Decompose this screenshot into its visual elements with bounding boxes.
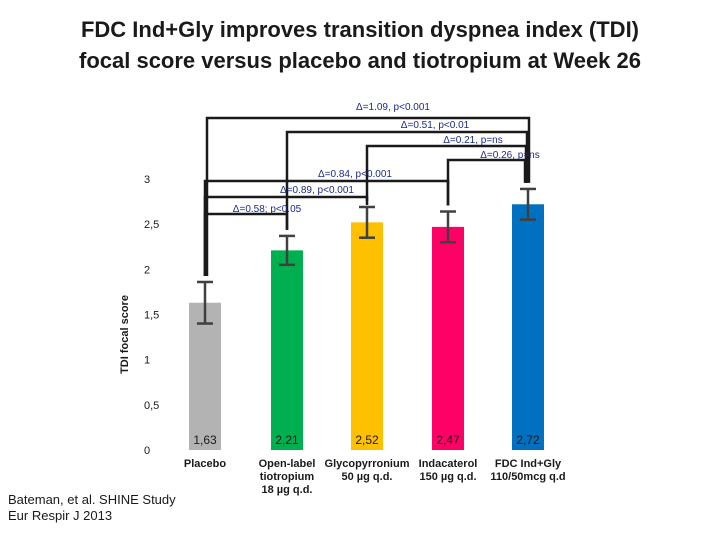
citation-line-1: Bateman, et al. SHINE Study	[8, 492, 176, 507]
category-label-tiotropium: tiotropium	[260, 471, 315, 483]
y-tick-label: 3	[144, 174, 150, 186]
title-line-2: focal score versus placebo and tiotropiu…	[79, 48, 641, 73]
category-label-placebo: Placebo	[184, 458, 226, 470]
comparison-label: Δ=0.89, p<0.001	[280, 185, 354, 196]
y-axis-title: TDI focal score	[119, 295, 131, 374]
comparison-label: Δ=0.21, p=ns	[443, 135, 503, 146]
citation-line-2: Eur Respir J 2013	[8, 508, 113, 523]
category-label-fdc: 110/50mcg q.d	[490, 471, 565, 483]
value-label-indacaterol: 2,47	[436, 433, 460, 447]
value-label-tiotropium: 2,21	[275, 433, 299, 447]
category-label-tiotropium: 18 µg q.d.	[262, 484, 313, 496]
y-tick-label: 2	[144, 264, 150, 276]
value-label-fdc: 2,72	[516, 433, 540, 447]
comparison-label: Δ=0.58; p<0.05	[233, 204, 302, 215]
bar-placebo	[189, 302, 221, 450]
comparison-bracket	[203, 212, 289, 276]
y-tick-label: 1	[144, 355, 150, 367]
slide-title: FDC Ind+Gly improves transition dyspnea …	[0, 14, 720, 76]
bar-tiotropium	[271, 250, 303, 450]
category-label-glycopyrronium: Glycopyrronium	[325, 458, 410, 470]
bar-fdc	[512, 204, 544, 450]
bar-indacaterol	[432, 226, 464, 450]
y-tick-label: 0,5	[144, 400, 159, 412]
citation-footnote: Bateman, et al. SHINE Study Eur Respir J…	[8, 492, 176, 524]
category-label-glycopyrronium: 50 µg q.d.	[342, 471, 393, 483]
y-tick-label: 0	[144, 445, 150, 457]
category-label-indacaterol: 150 µg q.d.	[419, 471, 476, 483]
y-tick-label: 2,5	[144, 219, 159, 231]
y-tick-label: 1,5	[144, 310, 159, 322]
comparison-bracket	[446, 158, 527, 206]
comparison-label: Δ=0.26, p=ns	[480, 150, 540, 161]
value-label-placebo: 1,63	[193, 433, 217, 447]
category-label-indacaterol: Indacaterol	[419, 458, 478, 470]
title-line-1: FDC Ind+Gly improves transition dyspnea …	[80, 17, 640, 42]
category-label-fdc: FDC Ind+Gly	[495, 458, 562, 470]
bar-glycopyrronium	[351, 222, 383, 450]
comparison-label: Δ=0.84, p<0.001	[318, 169, 392, 180]
category-label-tiotropium: Open-label	[259, 458, 316, 470]
value-label-glycopyrronium: 2,52	[355, 433, 379, 447]
comparison-label: Δ=0.51, p<0.01	[401, 120, 470, 131]
comparison-label: Δ=1.09, p<0.001	[356, 102, 430, 113]
